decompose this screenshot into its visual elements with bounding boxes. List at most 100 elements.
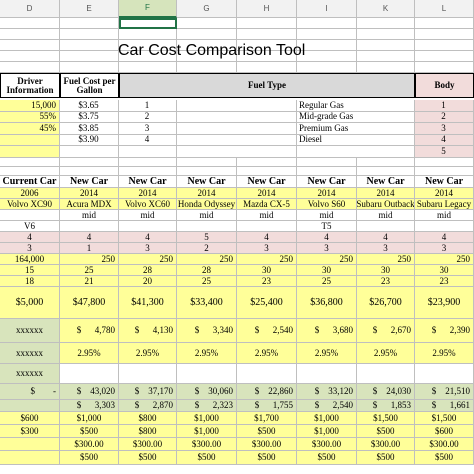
car-cell[interactable]: $ 4,130 [119, 319, 177, 343]
car-cell[interactable]: 2014 [297, 188, 357, 199]
grid-cell[interactable] [0, 51, 60, 62]
car-cell[interactable]: 250 [119, 254, 177, 265]
grid-cell[interactable] [177, 29, 237, 40]
car-cell[interactable]: 4 [415, 232, 474, 243]
input-cell[interactable] [297, 146, 415, 158]
grid-cell[interactable] [357, 29, 415, 40]
car-cell[interactable]: Volvo XC60 [119, 199, 177, 210]
car-cell[interactable]: $ 1,853 [357, 400, 415, 412]
input-cell[interactable]: Diesel [297, 134, 415, 146]
grid-cell[interactable] [177, 18, 237, 29]
car-cell[interactable]: Subaru Outback [357, 199, 415, 210]
car-cell[interactable]: Acura MDX [60, 199, 119, 210]
car-cell[interactable]: $1,000 [177, 412, 237, 425]
car-cell[interactable]: $500 [415, 451, 474, 465]
grid-cell[interactable] [415, 167, 474, 176]
car-cell[interactable]: 2.95% [177, 343, 237, 364]
input-cell[interactable]: 3 [119, 123, 177, 135]
car-cell[interactable]: New Car [60, 176, 119, 188]
grid-cell[interactable] [297, 40, 357, 51]
car-cell[interactable]: 250 [177, 254, 237, 265]
car-cell[interactable]: $500 [357, 451, 415, 465]
car-cell[interactable]: $ 3,340 [177, 319, 237, 343]
car-cell[interactable]: 25 [60, 265, 119, 276]
column-header[interactable]: D [0, 0, 60, 18]
grid-cell[interactable] [177, 167, 237, 176]
input-cell[interactable]: $3.75 [60, 111, 119, 123]
car-cell[interactable]: 23 [357, 276, 415, 287]
car-cell[interactable]: 3 [0, 243, 60, 254]
car-cell[interactable]: mid [357, 210, 415, 221]
car-cell[interactable] [0, 210, 60, 221]
car-cell[interactable]: 3 [357, 243, 415, 254]
car-cell[interactable] [119, 221, 177, 232]
grid-cell[interactable] [297, 158, 357, 167]
car-cell[interactable]: $ 24,030 [357, 384, 415, 400]
car-cell[interactable]: $600 [415, 425, 474, 438]
input-cell[interactable]: 3 [415, 123, 474, 135]
column-header[interactable]: I [297, 0, 357, 18]
car-cell[interactable]: 3 [237, 243, 297, 254]
car-cell[interactable]: 4 [60, 232, 119, 243]
car-cell[interactable] [60, 364, 119, 384]
car-cell[interactable]: 4 [0, 232, 60, 243]
column-header[interactable]: E [60, 0, 119, 18]
car-cell[interactable]: $300.00 [60, 438, 119, 451]
grid-cell[interactable] [0, 167, 60, 176]
car-cell[interactable]: 28 [119, 265, 177, 276]
input-cell[interactable] [60, 146, 119, 158]
car-cell[interactable]: $ 3,680 [297, 319, 357, 343]
grid-cell[interactable] [0, 18, 60, 29]
input-cell[interactable]: 45% [0, 123, 60, 135]
grid-cell[interactable] [177, 40, 237, 51]
grid-cell[interactable] [415, 40, 474, 51]
car-cell[interactable]: $36,800 [297, 287, 357, 319]
car-cell[interactable]: New Car [237, 176, 297, 188]
grid-cell[interactable] [357, 18, 415, 29]
car-cell[interactable]: mid [119, 210, 177, 221]
grid-cell[interactable] [60, 62, 119, 73]
car-cell[interactable]: 2.95% [415, 343, 474, 364]
car-cell[interactable]: $1,000 [297, 412, 357, 425]
input-cell[interactable]: 55% [0, 111, 60, 123]
car-cell[interactable] [119, 364, 177, 384]
grid-cell[interactable] [60, 51, 119, 62]
input-cell[interactable]: Mid-grade Gas [297, 111, 415, 123]
grid-cell[interactable] [297, 29, 357, 40]
grid-cell[interactable] [415, 62, 474, 73]
car-cell[interactable]: $ 2,670 [357, 319, 415, 343]
car-cell[interactable]: 164,000 [0, 254, 60, 265]
grid-cell[interactable] [177, 158, 237, 167]
grid-cell[interactable] [237, 62, 297, 73]
grid-cell[interactable] [237, 40, 297, 51]
input-cell[interactable]: 1 [415, 100, 474, 112]
car-cell[interactable]: $ 2,870 [119, 400, 177, 412]
car-cell[interactable]: $300.00 [177, 438, 237, 451]
grid-cell[interactable] [237, 29, 297, 40]
car-cell[interactable]: $500 [237, 451, 297, 465]
grid-cell[interactable] [177, 111, 297, 123]
car-cell[interactable]: $41,300 [119, 287, 177, 319]
input-header[interactable]: Fuel Type [119, 73, 415, 98]
car-cell[interactable]: 4 [237, 232, 297, 243]
car-cell[interactable]: $ 2,540 [237, 319, 297, 343]
car-cell[interactable]: 30 [415, 265, 474, 276]
car-cell[interactable]: 2014 [177, 188, 237, 199]
input-cell[interactable]: Regular Gas [297, 100, 415, 112]
car-cell[interactable]: mid [415, 210, 474, 221]
car-cell[interactable] [237, 364, 297, 384]
grid-cell[interactable] [177, 100, 297, 112]
car-cell[interactable]: 4 [119, 232, 177, 243]
car-cell[interactable]: 2014 [119, 188, 177, 199]
car-cell[interactable]: New Car [177, 176, 237, 188]
car-cell[interactable]: 2014 [415, 188, 474, 199]
input-header[interactable]: Body [415, 73, 474, 98]
car-cell[interactable]: 250 [415, 254, 474, 265]
car-cell[interactable]: $1,500 [357, 412, 415, 425]
grid-cell[interactable] [60, 158, 119, 167]
column-header[interactable]: H [237, 0, 297, 18]
car-cell[interactable]: 30 [237, 265, 297, 276]
grid-cell[interactable] [0, 158, 60, 167]
car-cell[interactable]: 250 [297, 254, 357, 265]
grid-cell[interactable] [119, 40, 177, 51]
